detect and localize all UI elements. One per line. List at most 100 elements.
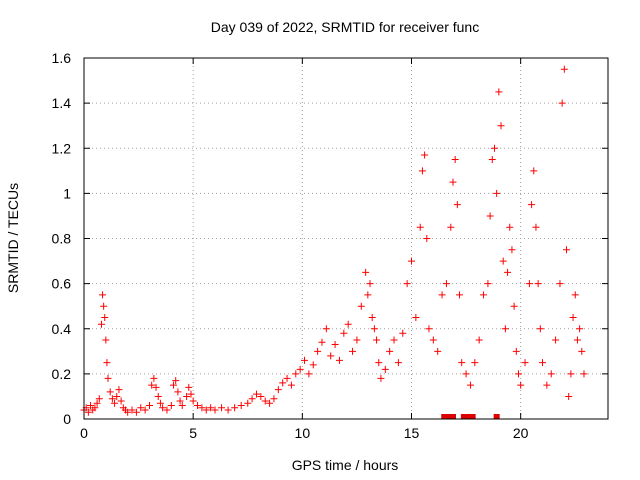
- data-point: [471, 359, 479, 367]
- data-point: [412, 313, 420, 321]
- data-point: [257, 392, 265, 400]
- data-point: [466, 381, 474, 389]
- data-point: [508, 246, 516, 254]
- data-point: [364, 291, 372, 299]
- data-point: [340, 329, 348, 337]
- data-point: [237, 401, 245, 409]
- data-point: [141, 406, 149, 414]
- data-point: [124, 408, 132, 416]
- zero-level-point: [469, 414, 476, 419]
- data-point: [128, 406, 136, 414]
- data-point: [185, 383, 193, 391]
- data-point: [174, 388, 182, 396]
- data-point: [248, 395, 256, 403]
- data-point: [252, 390, 260, 398]
- data-point: [543, 381, 551, 389]
- data-point: [202, 406, 210, 414]
- y-tick-labels: 0 0.2 0.4 0.6 0.8 1 1.2 1.4 1.6: [52, 50, 72, 427]
- data-point: [194, 401, 202, 409]
- data-point: [270, 395, 278, 403]
- data-point: [521, 359, 529, 367]
- data-point: [475, 336, 483, 344]
- y-tick-label: 0.2: [52, 366, 72, 382]
- y-tick-label: 1.6: [52, 50, 72, 66]
- data-point: [386, 347, 394, 355]
- data-point: [381, 365, 389, 373]
- data-point: [266, 399, 274, 407]
- y-tick-label: 0.4: [52, 321, 72, 337]
- axis-ticks: [83, 57, 608, 420]
- data-point: [416, 223, 424, 231]
- data-point: [534, 280, 542, 288]
- data-point: [111, 399, 119, 407]
- data-point: [132, 408, 140, 416]
- data-point: [224, 406, 232, 414]
- data-point: [462, 370, 470, 378]
- data-point: [95, 395, 103, 403]
- data-point: [244, 399, 252, 407]
- data-point: [331, 341, 339, 349]
- y-tick-label: 1.2: [52, 140, 72, 156]
- data-point: [152, 383, 160, 391]
- zero-level-point: [449, 414, 456, 419]
- zero-level-point: [441, 414, 448, 419]
- data-point: [335, 356, 343, 364]
- data-point: [514, 370, 522, 378]
- y-tick-label: 1: [63, 185, 71, 201]
- data-point: [261, 397, 269, 405]
- zero-level-point: [493, 414, 500, 419]
- data-point: [106, 388, 114, 396]
- y-tick-label: 0.8: [52, 231, 72, 247]
- data-point: [91, 404, 99, 412]
- data-point: [539, 359, 546, 367]
- y-tick-label: 0: [63, 411, 71, 427]
- data-point: [421, 151, 429, 159]
- data-point: [296, 365, 304, 373]
- data-point: [390, 336, 398, 344]
- data-point: [490, 144, 498, 152]
- data-point: [447, 223, 455, 231]
- data-point: [113, 392, 121, 400]
- data-point: [154, 392, 162, 400]
- data-point: [178, 401, 186, 409]
- data-point: [93, 399, 101, 407]
- data-point: [318, 338, 326, 346]
- x-tick-label: 10: [295, 425, 311, 441]
- data-point: [198, 404, 206, 412]
- data-point: [305, 370, 313, 378]
- data-point: [87, 401, 95, 409]
- data-point: [486, 212, 494, 220]
- data-point: [512, 347, 520, 355]
- data-point: [377, 374, 385, 382]
- data-point: [501, 325, 509, 333]
- zero-level-point: [460, 414, 467, 419]
- data-point: [287, 381, 295, 389]
- data-point: [560, 65, 568, 73]
- data-point: [576, 325, 584, 333]
- data-point: [108, 395, 116, 403]
- data-point: [274, 386, 282, 394]
- data-point: [309, 361, 317, 369]
- data-point: [366, 280, 374, 288]
- data-point: [156, 399, 164, 407]
- data-point: [547, 370, 555, 378]
- x-tick-labels: 0 5 10 15 20: [80, 425, 529, 441]
- data-point: [528, 201, 536, 209]
- data-point: [425, 325, 433, 333]
- data-point: [556, 280, 564, 288]
- data-point: [159, 404, 167, 412]
- data-point: [115, 386, 123, 394]
- chart-title: Day 039 of 2022, SRMTID for receiver fun…: [211, 19, 479, 35]
- data-point: [453, 201, 461, 209]
- data-point: [418, 167, 426, 175]
- data-point: [103, 359, 111, 367]
- data-point: [167, 401, 175, 409]
- x-tick-label: 0: [80, 425, 88, 441]
- data-point: [580, 370, 588, 378]
- data-point: [493, 189, 501, 197]
- data-point: [172, 377, 180, 385]
- data-point: [314, 347, 322, 355]
- data-point: [344, 320, 352, 328]
- data-point: [458, 359, 466, 367]
- data-point: [506, 223, 514, 231]
